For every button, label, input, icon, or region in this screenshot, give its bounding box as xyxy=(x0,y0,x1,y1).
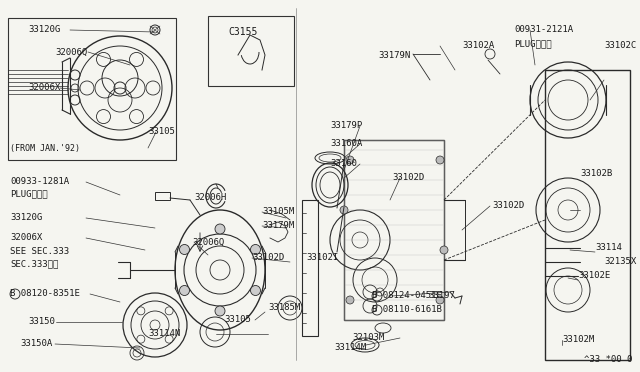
Bar xyxy=(208,16,294,86)
Text: B 08124-0451E: B 08124-0451E xyxy=(372,292,442,301)
Text: 33114N: 33114N xyxy=(148,330,180,339)
Circle shape xyxy=(215,306,225,316)
Text: 33160A: 33160A xyxy=(330,140,362,148)
Circle shape xyxy=(440,246,448,254)
Text: 33102C: 33102C xyxy=(604,42,636,51)
Text: 32006Q: 32006Q xyxy=(55,48,87,57)
Bar xyxy=(8,18,176,160)
Text: 33102I: 33102I xyxy=(306,253,339,263)
Text: ^33 *00 0: ^33 *00 0 xyxy=(584,355,632,364)
Text: PLUGプラグ: PLUGプラグ xyxy=(514,39,552,48)
Text: 33102A: 33102A xyxy=(462,42,494,51)
Text: 33150A: 33150A xyxy=(20,340,52,349)
Text: 32006X: 32006X xyxy=(10,234,42,243)
Circle shape xyxy=(346,156,354,164)
Text: 33105: 33105 xyxy=(148,128,175,137)
Circle shape xyxy=(436,156,444,164)
Text: SEE SEC.333: SEE SEC.333 xyxy=(10,247,69,257)
Text: 32006H: 32006H xyxy=(194,193,227,202)
Text: (FROM JAN.'92): (FROM JAN.'92) xyxy=(10,144,80,153)
Text: 33102M: 33102M xyxy=(562,336,595,344)
Text: 32135X: 32135X xyxy=(604,257,636,266)
Bar xyxy=(155,192,170,200)
Text: 32103M: 32103M xyxy=(352,334,384,343)
Text: 33114: 33114 xyxy=(595,244,622,253)
Text: 33179N: 33179N xyxy=(378,51,410,61)
Text: 33197: 33197 xyxy=(428,292,455,301)
Text: 33150: 33150 xyxy=(28,317,55,327)
Text: 33102B: 33102B xyxy=(580,170,612,179)
Bar xyxy=(302,200,318,336)
Text: 33120G: 33120G xyxy=(10,214,42,222)
Text: 32006Q: 32006Q xyxy=(192,237,224,247)
Circle shape xyxy=(179,285,189,295)
Text: 33160: 33160 xyxy=(330,160,357,169)
Text: 33102D: 33102D xyxy=(252,253,284,263)
Text: B 08120-8351E: B 08120-8351E xyxy=(10,289,80,298)
Text: 33102E: 33102E xyxy=(578,272,611,280)
Circle shape xyxy=(215,224,225,234)
Text: 33179M: 33179M xyxy=(262,221,294,231)
Circle shape xyxy=(179,244,189,254)
Circle shape xyxy=(436,296,444,304)
Text: 32006X: 32006X xyxy=(28,83,60,93)
Circle shape xyxy=(340,206,348,214)
Text: PLUGプラグ: PLUGプラグ xyxy=(10,189,47,199)
Circle shape xyxy=(250,285,260,295)
Text: 33105: 33105 xyxy=(224,315,251,324)
Text: C3155: C3155 xyxy=(228,27,257,37)
Bar xyxy=(344,140,444,320)
Bar xyxy=(545,70,630,360)
Bar xyxy=(344,140,444,320)
Text: 00933-1281A: 00933-1281A xyxy=(10,177,69,186)
Text: 00931-2121A: 00931-2121A xyxy=(514,26,573,35)
Text: 33185M: 33185M xyxy=(268,304,300,312)
Circle shape xyxy=(250,244,260,254)
Text: SEC.333参照: SEC.333参照 xyxy=(10,260,58,269)
Text: 33105M: 33105M xyxy=(262,208,294,217)
Text: 33114M: 33114M xyxy=(334,343,366,353)
Text: 33179P: 33179P xyxy=(330,122,362,131)
Text: B 08110-6161B: B 08110-6161B xyxy=(372,305,442,314)
Text: 33102D: 33102D xyxy=(392,173,424,183)
Text: 33102D: 33102D xyxy=(492,202,524,211)
Text: 33120G: 33120G xyxy=(28,26,60,35)
Circle shape xyxy=(346,296,354,304)
